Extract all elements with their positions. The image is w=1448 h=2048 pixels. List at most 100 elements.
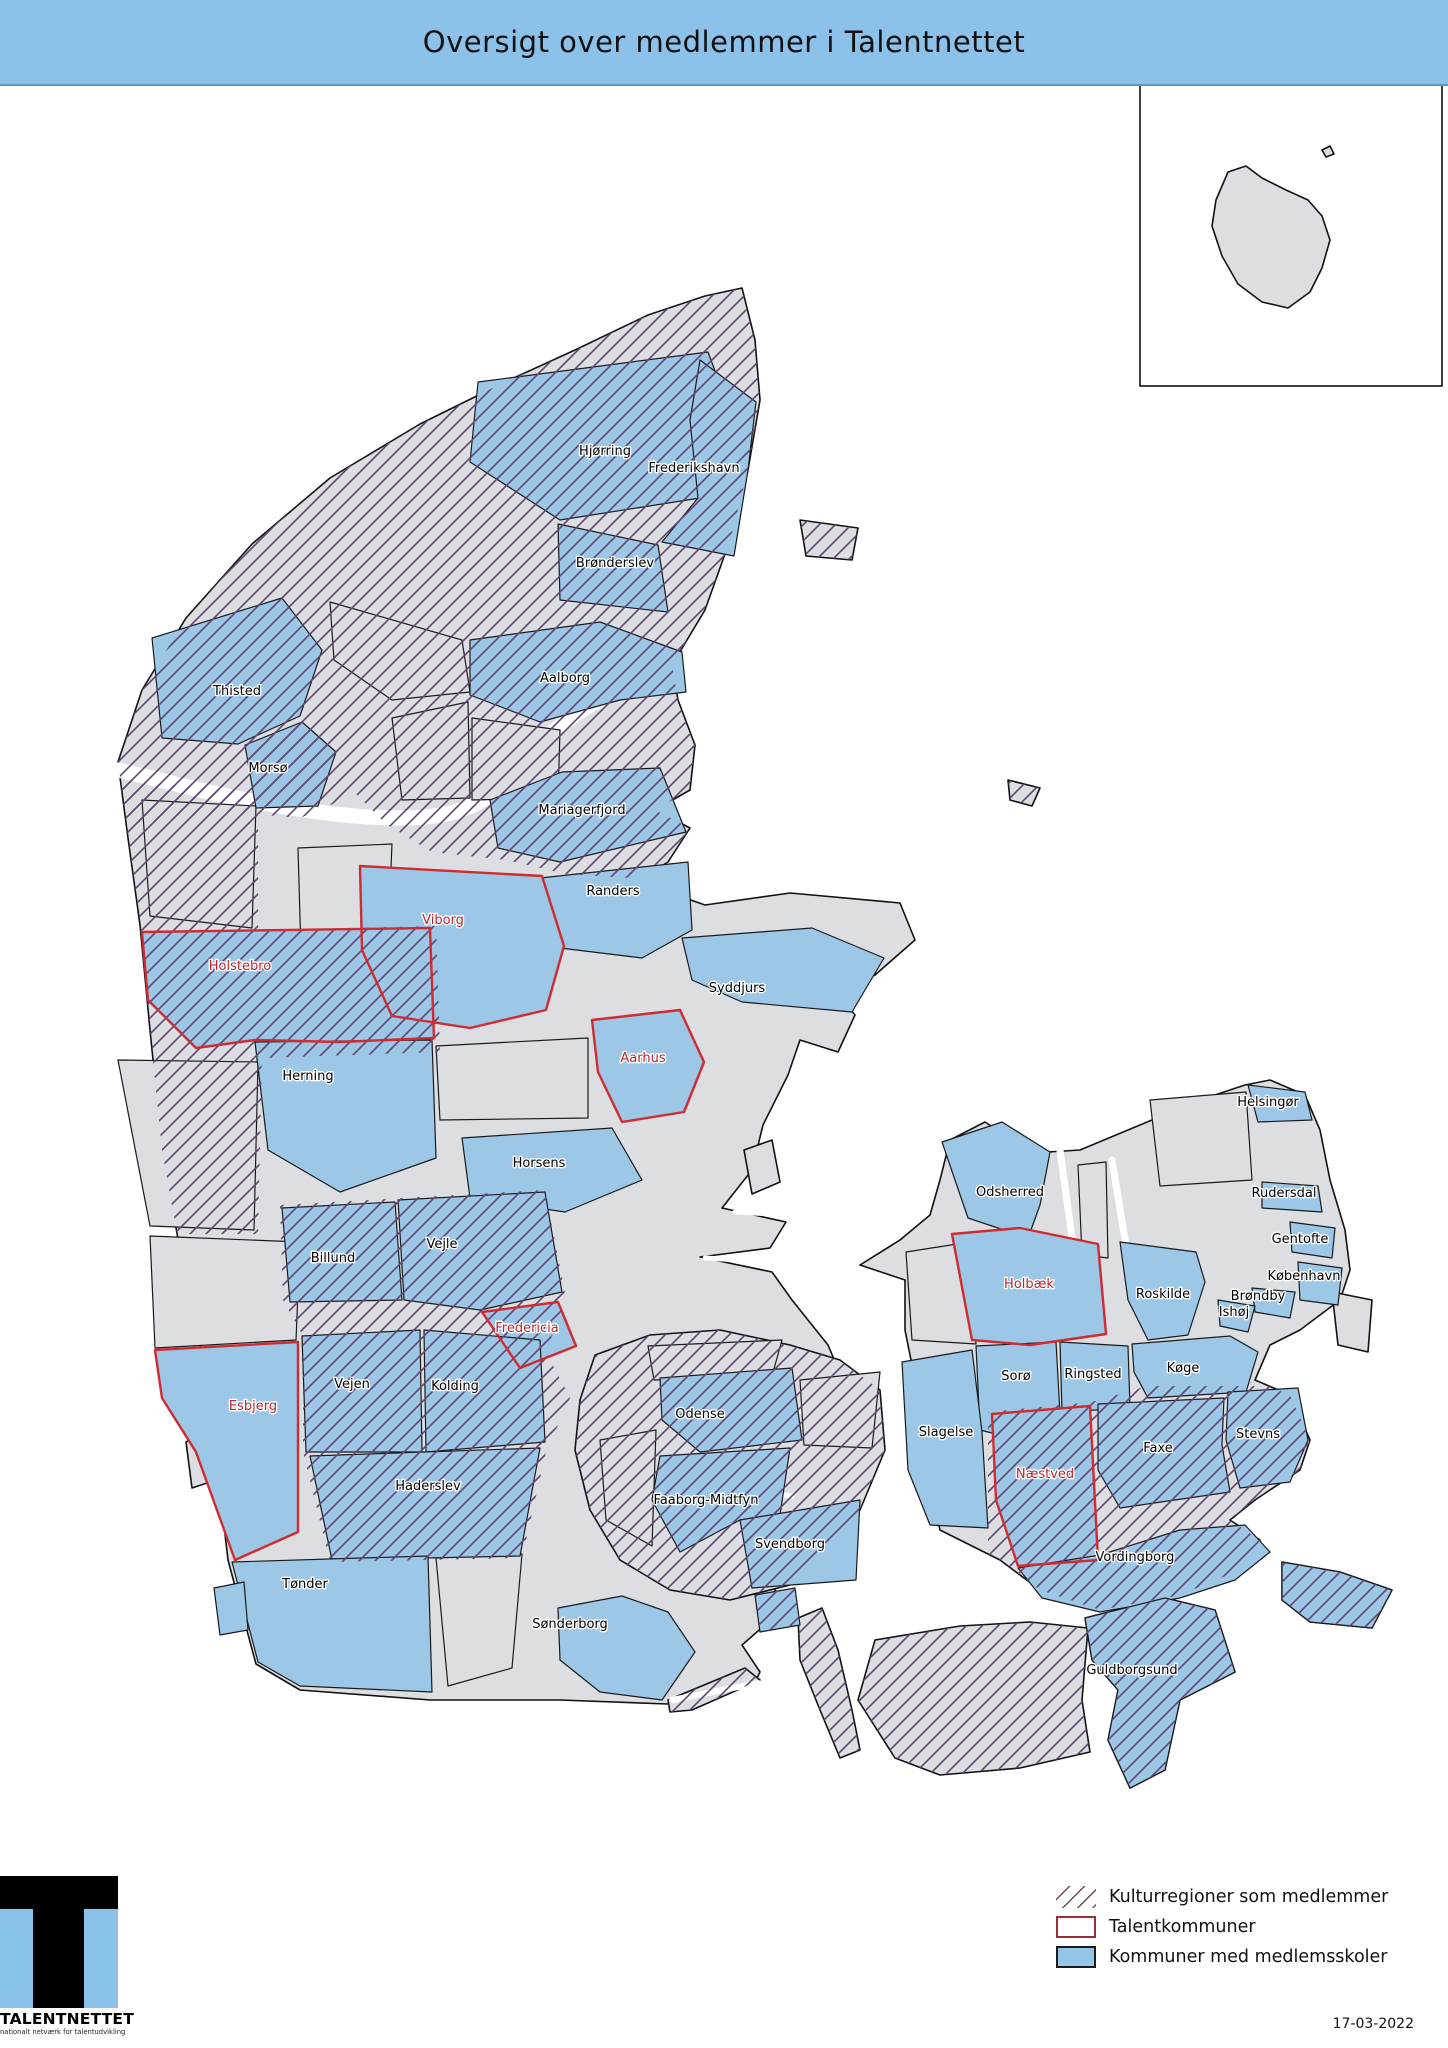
legend-label: Talentkommuner (1109, 1917, 1256, 1937)
hatch-laesoe (800, 520, 858, 560)
legend-item-talent-outline: Talentkommuner (1056, 1916, 1388, 1938)
label-stevns: Stevns (1236, 1427, 1280, 1442)
shape-koebenhavn (1297, 1261, 1343, 1306)
outline-naestved (990, 1404, 1100, 1568)
label-aalborg: Aalborg (540, 671, 590, 686)
label-vejen: Vejen (334, 1377, 370, 1392)
label-syddjurs: Syddjurs (709, 981, 766, 996)
label-toender: Tønder (281, 1577, 328, 1592)
label-roskilde: Roskilde (1136, 1287, 1190, 1302)
label-svendborg: Svendborg (755, 1537, 825, 1552)
label-vordingborg: Vordingborg (1096, 1550, 1175, 1565)
label-odense: Odense (675, 1407, 725, 1422)
label-faaborg-midtfyn: Faaborg-Midtfyn (654, 1493, 759, 1508)
shape-helsingoer (1247, 1084, 1313, 1123)
label-haderslev: Haderslev (395, 1479, 461, 1494)
page-title: Oversigt over medlemmer i Talentnettet (422, 25, 1026, 59)
gray-nordsjaelland (1149, 1091, 1253, 1187)
label-soenderborg: Sønderborg (532, 1617, 608, 1632)
label-frederikshavn: Frederikshavn (648, 461, 739, 476)
label-helsingoer: Helsingør (1237, 1095, 1299, 1110)
legend-label: Kulturregioner som medlemmer (1109, 1887, 1389, 1907)
shape-broendby (1251, 1287, 1296, 1319)
hatch-aeroe (668, 1668, 760, 1712)
label-aarhus: Aarhus (620, 1051, 665, 1066)
label-billund: Billund (311, 1251, 355, 1266)
label-esbjerg: Esbjerg (229, 1399, 277, 1414)
horsens-fjord (732, 1209, 793, 1218)
logo-t-stem (33, 1876, 84, 2008)
shape-roemoe (213, 1581, 249, 1636)
label-herning: Herning (282, 1069, 333, 1084)
title-bar: Oversigt over medlemmer i Talentnettet (0, 0, 1448, 86)
hatch-lolland (858, 1622, 1090, 1775)
label-viborg: Viborg (422, 913, 464, 928)
label-hjoerring: Hjørring (579, 444, 631, 459)
label-guldborgsund: Guldborgsund (1086, 1663, 1177, 1678)
shape-syddjurs (681, 927, 885, 1013)
hatch-moen (1282, 1562, 1392, 1628)
label-horsens: Horsens (513, 1156, 566, 1171)
legend-swatch-blue-fill (1056, 1946, 1096, 1968)
label-slagelse: Slagelse (919, 1425, 973, 1440)
shape-rudersdal (1261, 1181, 1323, 1213)
label-holstebro: Holstebro (209, 959, 272, 974)
shape-gentofte (1289, 1221, 1336, 1259)
legend-swatch-hatch (1056, 1886, 1096, 1908)
gray-varde (149, 1235, 301, 1349)
gray-aabenraa (435, 1553, 523, 1687)
samsoe-island (743, 1139, 781, 1195)
label-gentofte: Gentofte (1272, 1232, 1329, 1247)
label-mariagerfjord: Mariagerfjord (538, 803, 625, 818)
legend-label: Kommuner med medlemsskoler (1109, 1947, 1388, 1967)
outline-fredericia (480, 1300, 578, 1370)
label-kolding: Kolding (431, 1379, 479, 1394)
label-koebenhavn: København (1267, 1269, 1340, 1284)
label-broendby: Brøndby (1231, 1289, 1286, 1304)
outline-aarhus (590, 1008, 706, 1124)
gray-silkeborg (435, 1037, 589, 1121)
shape-soenderborg (557, 1595, 696, 1701)
shape-odsherred (941, 1121, 1051, 1239)
municipality-labels: Hjørring Frederikshavn Brønderslev Aalborg T… (207, 443, 1342, 1680)
legend: Kulturregioner som medlemmer Talentkommun… (1056, 1886, 1388, 1968)
hatch-taasinge (755, 1588, 800, 1632)
logo-tagline: nationalt netværk for talentudvikling (0, 2028, 126, 2036)
label-fredericia: Fredericia (495, 1321, 559, 1336)
label-randers: Randers (586, 884, 640, 899)
vejle-fjord (702, 1255, 778, 1265)
label-thisted: Thisted (212, 684, 261, 699)
hatch-falster (1085, 1598, 1235, 1788)
map-date: 17-03-2022 (1332, 2016, 1414, 2032)
shape-toender (231, 1555, 433, 1693)
hatch-anholt (1008, 780, 1040, 806)
ertholmene-islet (1321, 145, 1335, 158)
hatch-trekantomraadet (280, 1190, 570, 1562)
talentkommune-outlines (140, 864, 1108, 1568)
outline-holstebro (140, 926, 436, 1050)
bornholm-inset (1139, 83, 1443, 387)
legend-item-blue-fill: Kommuner med medlemsskoler (1056, 1946, 1388, 1968)
hatch-morsoe (245, 722, 336, 808)
label-ringsted: Ringsted (1064, 1367, 1121, 1382)
outline-holbaek (950, 1226, 1108, 1347)
gray-hornsherred (1077, 1161, 1109, 1259)
outline-esbjerg (153, 1340, 300, 1562)
logo-title: TALENTNETTET (0, 2010, 134, 2028)
outline-viborg (358, 864, 566, 1030)
label-broenderslev: Brønderslev (576, 556, 654, 571)
label-ishoej: Ishøj (1219, 1305, 1249, 1320)
label-faxe: Faxe (1143, 1441, 1173, 1456)
shape-roskilde (1119, 1241, 1206, 1341)
label-soroe: Sorø (1001, 1369, 1031, 1384)
label-naestved: Næstved (1016, 1467, 1074, 1482)
label-vejle: Vejle (426, 1237, 457, 1252)
shape-ishoej (1217, 1299, 1256, 1333)
legend-swatch-talent-outline (1056, 1916, 1096, 1938)
label-odsherred: Odsherred (976, 1185, 1044, 1200)
bornholm-island (1211, 165, 1331, 309)
label-koege: Køge (1167, 1361, 1200, 1376)
legend-item-hatch: Kulturregioner som medlemmer (1056, 1886, 1388, 1908)
